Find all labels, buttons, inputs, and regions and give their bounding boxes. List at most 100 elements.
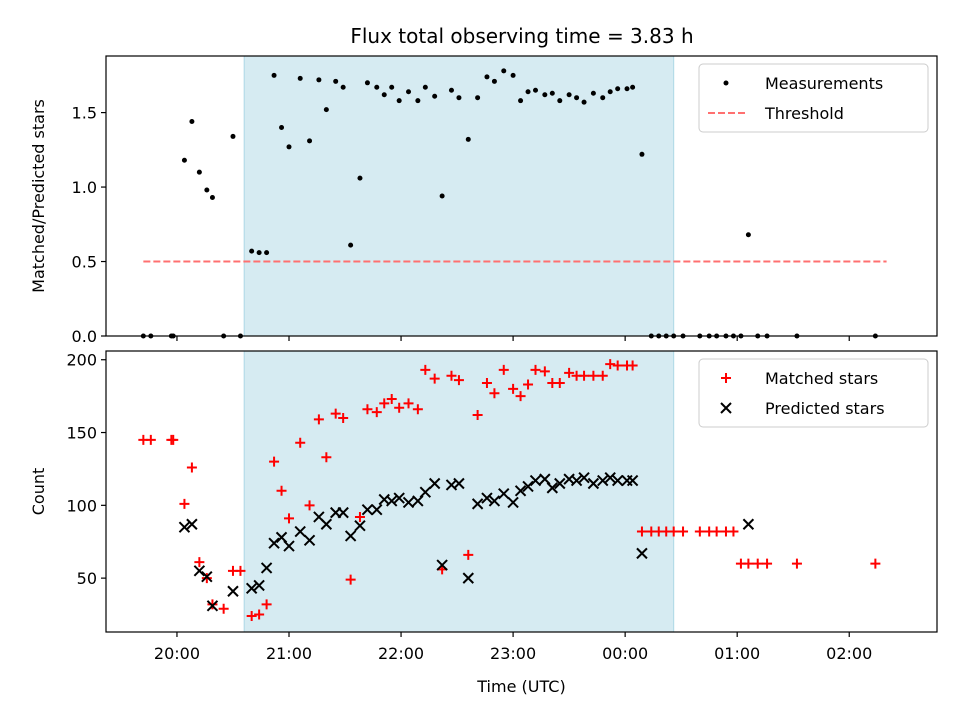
predicted-star-point xyxy=(227,585,239,597)
predicted-star-point xyxy=(386,495,398,507)
measurement-point xyxy=(491,78,497,84)
measurement-point xyxy=(286,144,292,150)
measurement-point xyxy=(357,175,363,181)
measurement-point xyxy=(607,89,613,95)
predicted-star-point xyxy=(178,521,191,533)
matched-star-point xyxy=(313,414,324,425)
measurement-point xyxy=(181,157,187,163)
y-tick-label: 150 xyxy=(66,424,97,443)
matched-star-point xyxy=(597,370,608,381)
measurement-point xyxy=(271,72,277,78)
measurement-point xyxy=(590,90,596,96)
predicted-star-point xyxy=(626,474,639,487)
predicted-star-point xyxy=(570,474,583,487)
predicted-star-point xyxy=(597,474,609,487)
measurement-point xyxy=(475,95,481,101)
predicted-star-point xyxy=(498,487,510,500)
measurement-point xyxy=(630,84,636,90)
x-tick-label: 23:00 xyxy=(490,644,536,663)
predicted-star-point xyxy=(419,486,432,498)
measurement-point xyxy=(432,93,438,99)
measurement-point xyxy=(249,248,255,254)
matched-star-point xyxy=(523,379,534,390)
legend-box xyxy=(698,358,929,428)
matched-star-point xyxy=(489,388,500,399)
x-axis-label: Time (UTC) xyxy=(476,677,565,696)
matched-star-point xyxy=(194,557,205,568)
matched-star-point xyxy=(338,412,349,423)
predicted-star-point xyxy=(371,503,383,516)
matched-star-point xyxy=(694,526,705,537)
matched-star-point xyxy=(515,391,526,402)
predicted-star-point xyxy=(529,474,542,487)
measurement-point xyxy=(230,133,236,139)
bottom-legend: Matched stars Predicted stars xyxy=(698,358,929,428)
measurement-point xyxy=(204,187,210,193)
matched-star-point xyxy=(362,404,373,415)
predicted-star-point xyxy=(303,534,316,546)
matched-star-point xyxy=(246,610,257,621)
matched-star-point xyxy=(481,378,492,389)
x-tick-label: 01:00 xyxy=(714,644,760,663)
matched-star-point xyxy=(261,599,272,610)
matched-star-point xyxy=(463,549,474,560)
bottom-panel: 50 100 150 200 20:00 21:00 22:00 23:00 00:00 01:0… xyxy=(29,350,938,696)
predicted-star-point xyxy=(578,471,590,484)
measurement-point xyxy=(264,250,270,256)
legend-label: Predicted stars xyxy=(765,399,885,418)
top-panel: 0.0 0.5 1.0 1.5 Matched/Predicted stars Measu… xyxy=(29,55,938,346)
predicted-star-point xyxy=(611,474,624,487)
predicted-star-point xyxy=(402,496,415,509)
measurement-point xyxy=(574,95,580,101)
predicted-star-point xyxy=(361,503,374,516)
predicted-star-point xyxy=(453,477,465,490)
matched-star-point xyxy=(186,462,197,473)
measurement-point xyxy=(566,92,572,98)
matched-star-point xyxy=(394,402,405,413)
matched-star-point xyxy=(254,609,265,620)
matched-star-point xyxy=(579,370,590,381)
x-tick-label: 22:00 xyxy=(378,644,424,663)
matched-star-point xyxy=(276,485,287,496)
matched-star-point xyxy=(605,359,616,370)
matched-star-point xyxy=(446,370,457,381)
measurement-point xyxy=(396,98,402,104)
matched-star-point xyxy=(728,526,739,537)
y-tick-label: 1.0 xyxy=(72,178,97,197)
matched-star-point xyxy=(498,364,509,375)
predicted-star-point xyxy=(245,582,258,595)
measurement-point xyxy=(189,119,195,125)
predicted-star-point xyxy=(206,600,219,612)
predicted-star-point xyxy=(393,492,405,504)
measurement-point xyxy=(549,90,555,96)
x-tick-label: 20:00 xyxy=(154,644,200,663)
measurement-point xyxy=(533,87,539,93)
predicted-star-point xyxy=(193,565,206,577)
measurement-point xyxy=(406,89,412,95)
matched-star-point xyxy=(472,410,483,421)
matched-star-point xyxy=(403,398,414,409)
matched-star-point xyxy=(870,558,881,569)
matched-star-point xyxy=(321,452,332,463)
bottom-series-2 xyxy=(178,471,755,612)
matched-star-point xyxy=(386,394,397,405)
measurement-point xyxy=(456,95,462,101)
measurement-point xyxy=(374,84,380,90)
measurement-point xyxy=(600,95,606,101)
measurement-point xyxy=(525,89,531,95)
matched-star-point xyxy=(429,373,440,384)
top-y-axis-label: Matched/Predicted stars xyxy=(29,99,48,293)
measurement-point xyxy=(484,74,490,80)
predicted-star-point xyxy=(344,530,357,542)
y-tick-label: 1.5 xyxy=(72,104,97,123)
measurement-point xyxy=(448,87,454,93)
predicted-star-point xyxy=(554,477,566,490)
x-tick-label: 02:00 xyxy=(826,644,872,663)
predicted-star-point xyxy=(428,477,441,490)
y-tick-label: 50 xyxy=(77,569,97,588)
predicted-star-point xyxy=(636,547,648,560)
matched-star-point xyxy=(379,398,390,409)
matched-star-point xyxy=(412,404,423,415)
predicted-star-point xyxy=(294,525,306,538)
